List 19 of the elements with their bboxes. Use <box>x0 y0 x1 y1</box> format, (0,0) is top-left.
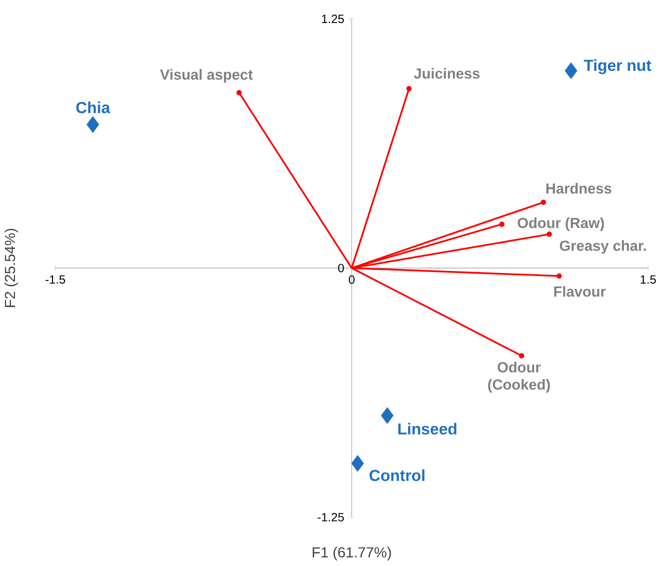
y-tick-label: -1.25 <box>318 513 344 522</box>
annotation: Juiciness <box>414 68 480 79</box>
annotation: Odour (Cooked) <box>488 362 550 393</box>
annotation: Flavour <box>554 286 606 297</box>
y-tick-label: 1.25 <box>322 14 344 24</box>
annotation: Control <box>370 469 424 482</box>
x-tick-label: 0 <box>348 275 355 284</box>
annotation: Tiger nut <box>584 59 652 74</box>
y-tick-label: 0 <box>338 264 344 272</box>
x-axis-title: F1 (61.77%) <box>312 546 391 560</box>
annotation: Odour (Raw) <box>518 217 604 232</box>
annotation: Hardness <box>546 182 612 194</box>
annotation: Greasy char. <box>560 240 646 254</box>
annotation: Chia <box>76 102 110 114</box>
x-tick-label: -1.5 <box>46 275 66 284</box>
y-axis-title: F2 (25.54%) <box>4 228 18 308</box>
x-tick-label: 1.5 <box>640 275 656 284</box>
annotation: Linseed <box>398 422 456 435</box>
annotation: Visual aspect <box>160 69 253 83</box>
